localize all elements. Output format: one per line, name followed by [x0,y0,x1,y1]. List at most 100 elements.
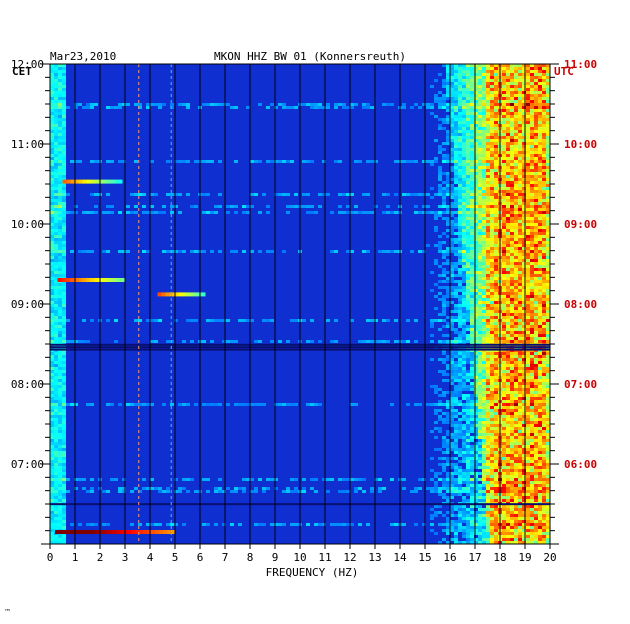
heatmap-cell [58,421,62,424]
heatmap-cell [482,256,486,259]
heatmap-cell [58,463,62,466]
heatmap-cell [470,199,474,202]
heatmap-cell [446,445,450,448]
heatmap-cell [62,217,66,220]
heatmap-cell [478,271,482,274]
heatmap-cell [522,217,526,220]
heatmap-cell [110,478,114,481]
heatmap-cell [530,448,534,451]
heatmap-cell [446,187,450,190]
heatmap-cell [58,400,62,403]
heatmap-cell [454,448,458,451]
heatmap-cell [502,370,506,373]
heatmap-cell [58,376,62,379]
heatmap-cell [514,166,518,169]
heatmap-cell [458,448,462,451]
heatmap-cell [510,220,514,223]
heatmap-cell [446,217,450,220]
heatmap-cell [510,490,514,493]
heatmap-cell [506,265,510,268]
heatmap-cell [462,70,466,73]
heatmap-cell [506,175,510,178]
heatmap-cell [450,376,454,379]
heatmap-cell [66,340,70,343]
heatmap-cell [538,316,542,319]
heatmap-cell [178,211,182,214]
heatmap-cell [226,103,230,106]
heatmap-cell [526,187,530,190]
heatmap-cell [494,106,498,109]
heatmap-cell [526,145,530,148]
heatmap-cell [534,340,538,343]
heatmap-cell [530,223,534,226]
heatmap-cell [466,277,470,280]
heatmap-cell [510,457,514,460]
heatmap-cell [538,211,542,214]
heatmap-cell [534,388,538,391]
heatmap-cell [62,286,66,289]
heatmap-cell [218,319,222,322]
heatmap-cell [458,478,462,481]
heatmap-cell [522,184,526,187]
heatmap-cell [522,262,526,265]
heatmap-cell [506,376,510,379]
heatmap-cell [382,487,386,490]
heatmap-cell [522,157,526,160]
heatmap-cell [62,238,66,241]
heatmap-cell [478,166,482,169]
heatmap-cell [518,148,522,151]
heatmap-cell [526,148,530,151]
heatmap-cell [474,70,478,73]
heatmap-cell [450,247,454,250]
heatmap-cell [462,295,466,298]
heatmap-cell [530,82,534,85]
heatmap-cell [438,103,442,106]
heatmap-cell [538,88,542,91]
heatmap-cell [362,478,366,481]
heatmap-cell [538,319,542,322]
heatmap-cell [546,472,550,475]
heatmap-cell [62,364,66,367]
heatmap-cell [470,301,474,304]
heatmap-cell [514,148,518,151]
heatmap-cell [458,403,462,406]
heatmap-cell [50,316,54,319]
heatmap-cell [446,481,450,484]
heatmap-cell [470,175,474,178]
heatmap-cell [506,169,510,172]
heatmap-cell [490,79,494,82]
heatmap-cell [490,301,494,304]
heatmap-cell [538,457,542,460]
heatmap-cell [214,205,218,208]
heatmap-cell [518,289,522,292]
heatmap-cell [446,136,450,139]
heatmap-cell [502,439,506,442]
heatmap-cell [538,103,542,106]
heatmap-cell [506,439,510,442]
heatmap-cell [530,445,534,448]
heatmap-cell [530,70,534,73]
heatmap-cell [458,247,462,250]
heatmap-cell [542,337,546,340]
heatmap-cell [546,382,550,385]
heatmap-cell [158,319,162,322]
heatmap-cell [58,79,62,82]
heatmap-cell [406,193,410,196]
heatmap-cell [426,211,430,214]
heatmap-cell [510,235,514,238]
heatmap-cell [514,466,518,469]
heatmap-cell [542,325,546,328]
heatmap-cell [510,361,514,364]
heatmap-cell [546,205,550,208]
heatmap-cell [50,148,54,151]
heatmap-cell [490,406,494,409]
heatmap-cell [438,448,442,451]
heatmap-cell [538,202,542,205]
heatmap-cell [478,124,482,127]
heatmap-cell [418,211,422,214]
heatmap-cell [478,196,482,199]
heatmap-cell [50,181,54,184]
heatmap-cell [538,361,542,364]
heatmap-cell [406,319,410,322]
heatmap-cell [306,205,310,208]
